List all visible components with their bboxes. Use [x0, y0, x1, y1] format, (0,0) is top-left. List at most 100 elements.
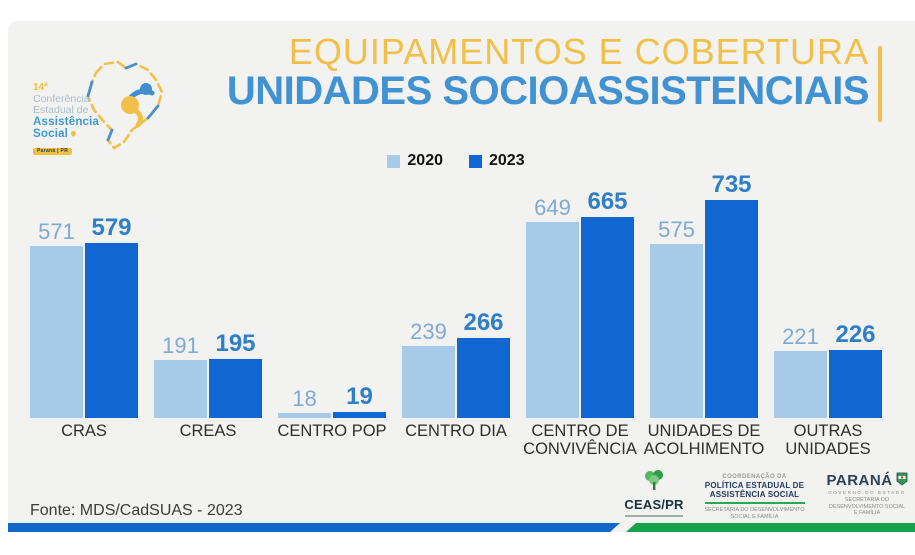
bar-group: 18 19 CENTRO POP [277, 171, 386, 440]
legend-label-2023: 2023 [489, 152, 525, 169]
bar-group: 221 226 OUTRAS UNIDADES [774, 171, 882, 458]
coordenacao-sub1: SECRETARIA DO DESENVOLVIMENTO [704, 507, 805, 514]
legend-item-2020: 2020 [387, 152, 443, 170]
bar-column-2020: 221 [774, 171, 827, 418]
location-pin-icon [70, 130, 78, 138]
category-label: CREAS [179, 422, 237, 440]
value-label-2020: 571 [38, 219, 75, 244]
bar-column-2020: 239 [402, 171, 455, 418]
coordenacao-top: COORDENAÇÃO DA [722, 474, 787, 480]
bar-2020 [650, 244, 703, 418]
category-label: CENTRO DIA [405, 422, 507, 440]
value-label-2023: 266 [463, 309, 504, 336]
bar-2023 [209, 359, 262, 418]
ceas-tree-icon [645, 470, 663, 490]
value-label-2023: 226 [835, 321, 876, 348]
ceas-logo: CEAS/PR [618, 466, 690, 518]
conference-badge: Paraná | PR [33, 147, 73, 155]
bar-2020 [402, 346, 455, 418]
bottom-stripe-green [626, 523, 915, 532]
bar-2020 [526, 222, 579, 418]
coordenacao-main2: ASSISTÊNCIA SOCIAL [709, 490, 800, 500]
category-label: CRAS [61, 422, 107, 440]
ceas-name: CEAS/PR [624, 497, 684, 513]
bar-column-2023: 579 [85, 171, 138, 418]
conference-logo: 14ª Conferência Estadual de Assistência … [26, 49, 186, 159]
bar-chart: 571 579 CRAS 191 195 CREAS 18 19 CENTRO POP 239 26… [30, 171, 882, 458]
coordenacao-sub2: SOCIAL E FAMÍLIA [730, 513, 779, 520]
parana-name: PARANÁ [826, 472, 893, 489]
bar-2023 [705, 200, 758, 418]
value-label-2020: 239 [410, 319, 447, 344]
bar-column-2020: 575 [650, 171, 703, 418]
coordenacao-divider [704, 502, 805, 505]
bar-2023 [333, 412, 386, 418]
ceas-tagline-bar [625, 515, 683, 518]
parana-governo: GOVERNO DO ESTADO [828, 490, 906, 496]
slide-kicker: EQUIPAMENTOS E COBERTURA [288, 31, 869, 72]
bar-2023 [829, 350, 882, 418]
legend-item-2023: 2023 [469, 152, 525, 170]
bar-column-2020: 571 [30, 171, 83, 418]
value-label-2020: 18 [292, 386, 317, 411]
bar-column-2023: 665 [581, 171, 634, 418]
parana-logo: PARANÁ GOVERNO DO ESTADO SECRETARIA DO D… [819, 466, 915, 516]
conference-line1: Conferência [33, 92, 90, 105]
bottom-stripe-blue [8, 523, 620, 532]
parana-sub: SECRETARIA DO DESENVOLVIMENTO SOCIAL E F… [819, 497, 915, 516]
legend-swatch-2023 [469, 154, 482, 168]
category-label: CENTRO DE CONVIVÊNCIA [523, 422, 637, 459]
category-label: UNIDADES DE ACOLHIMENTO [643, 422, 765, 459]
bar-column-2023: 266 [457, 171, 510, 418]
bar-group: 575 735 UNIDADES DE ACOLHIMENTO [644, 171, 765, 458]
chart-legend: 2020 2023 [30, 152, 882, 170]
legend-swatch-2020 [387, 154, 401, 168]
bar-2020 [278, 413, 331, 418]
value-label-2023: 665 [587, 188, 628, 215]
bar-column-2020: 191 [154, 171, 207, 418]
bar-column-2023: 195 [209, 171, 262, 418]
slide: 14ª Conferência Estadual de Assistência … [8, 21, 915, 532]
coordenacao-main1: POLÍTICA ESTADUAL DE [704, 480, 805, 490]
parana-sub1: SECRETARIA DO [844, 497, 890, 504]
bar-2020 [30, 246, 83, 418]
bar-2023 [457, 338, 510, 418]
conference-line4: Social [33, 128, 123, 140]
coordenacao-logo: COORDENAÇÃO DA POLÍTICA ESTADUAL DE ASSI… [696, 466, 814, 520]
bar-column-2023: 735 [705, 171, 758, 418]
category-label: CENTRO POP [277, 422, 387, 440]
legend-label-2020: 2020 [407, 152, 443, 169]
parana-shield-icon [896, 472, 907, 486]
parana-sub3: E FAMÍLIA [853, 510, 881, 517]
bar-column-2023: 19 [333, 171, 386, 418]
value-label-2020: 575 [658, 217, 695, 242]
bar-column-2023: 226 [829, 171, 882, 418]
brazil-map-icon [86, 60, 164, 150]
conference-line3: Assistência [33, 115, 100, 128]
bar-2020 [154, 360, 207, 418]
category-label: OUTRAS UNIDADES [785, 422, 871, 459]
conference-number: 14ª [33, 82, 48, 93]
bar-group: 571 579 CRAS [30, 171, 138, 440]
source-note: Fonte: MDS/CadSUAS - 2023 [30, 502, 243, 519]
bar-column-2020: 18 [278, 171, 331, 418]
conference-logo-text: 14ª Conferência Estadual de Assistência … [33, 82, 123, 156]
value-label-2020: 191 [162, 333, 199, 358]
conference-line2: Estadual de [33, 103, 89, 116]
title-accent-bar [878, 46, 882, 122]
bar-group: 649 665 CENTRO DE CONVIVÊNCIA [523, 171, 637, 458]
value-label-2020: 649 [534, 195, 571, 220]
value-label-2023: 579 [91, 214, 132, 241]
title-block: EQUIPAMENTOS E COBERTURA UNIDADES SOCIOA… [226, 31, 870, 113]
conference-line4-text: Social [33, 127, 69, 140]
person-leg-icon [133, 108, 144, 128]
bar-2023 [85, 243, 138, 418]
value-label-2023: 195 [215, 330, 256, 357]
bar-2020 [774, 351, 827, 418]
page-title: UNIDADES SOCIOASSISTENCIAIS [226, 69, 870, 113]
bar-column-2020: 649 [526, 171, 579, 418]
value-label-2020: 221 [782, 324, 819, 349]
bar-group: 239 266 CENTRO DIA [402, 171, 510, 440]
bar-group: 191 195 CREAS [154, 171, 262, 440]
footer-logos: CEAS/PR COORDENAÇÃO DA POLÍTICA ESTADUAL… [618, 466, 915, 520]
